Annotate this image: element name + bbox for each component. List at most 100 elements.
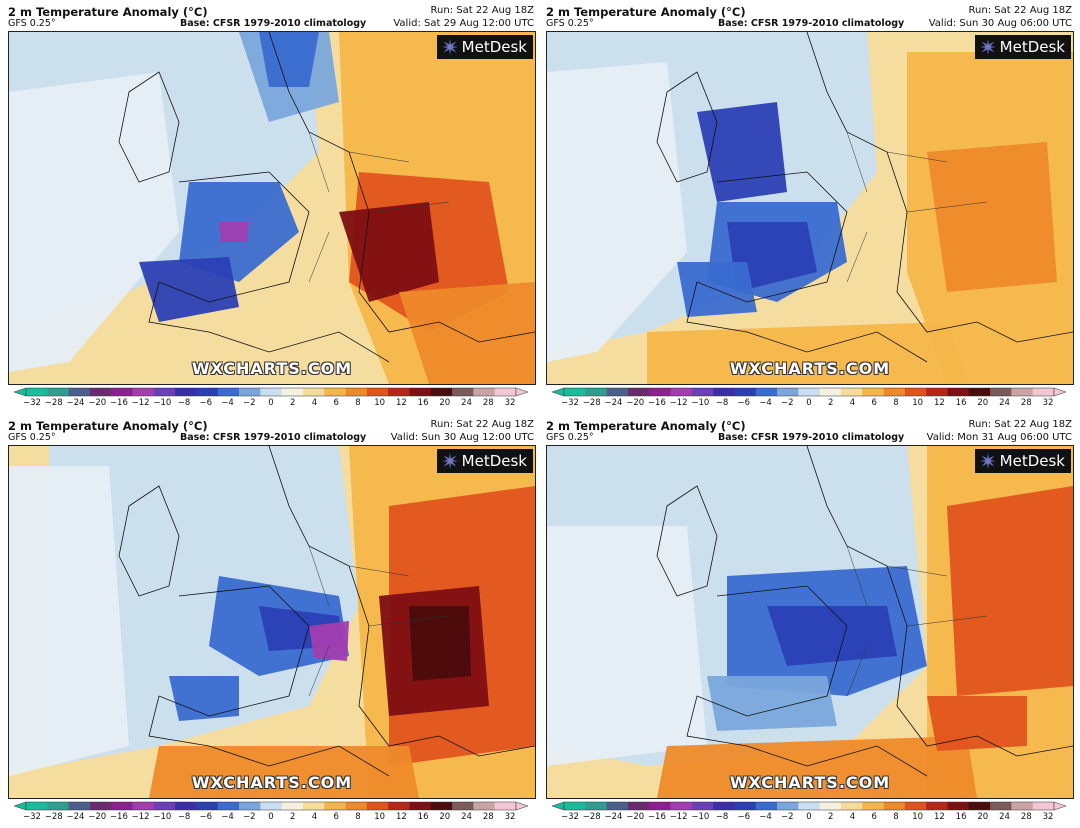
colorbar-tick-label: 2	[828, 398, 834, 408]
colorbar-tick-label: 24	[461, 398, 472, 408]
colorbar-swatch	[153, 388, 176, 396]
colorbar-tick-label: 4	[849, 812, 856, 822]
colorbar-swatch	[819, 802, 842, 810]
colorbar-tick-label: 32	[504, 812, 516, 822]
colorbar-swatch	[111, 802, 133, 810]
colorbar-swatch	[1032, 802, 1055, 810]
colorbar-swatch	[755, 802, 778, 810]
colorbar-tick-label: 8	[893, 812, 899, 822]
colorbar-tick-label: −28	[582, 398, 601, 408]
colorbar-swatch	[734, 802, 757, 810]
colorbar-tick-label: −24	[604, 398, 623, 408]
anomaly-region	[259, 32, 319, 87]
colorbar-tick-label: −10	[691, 398, 710, 408]
colorbar-ticks: −32 −28 −24 −20 −16 −12 −10 −8 −6 −4 −2 0 2 4 6 8 10 12 16…	[23, 812, 515, 824]
panel-title: 2 m Temperature Anomaly (°C)	[8, 5, 208, 19]
colorbar-swatch	[68, 388, 91, 396]
colorbar-swatch	[26, 388, 48, 396]
anomaly-region	[547, 62, 687, 362]
valid-label: Valid: Sat 29 Aug 12:00 UTC	[393, 18, 534, 29]
colorbar-tick-label: −4	[759, 812, 772, 822]
metdesk-logo: MetDesk	[974, 449, 1071, 473]
colorbar-swatches	[13, 387, 529, 397]
colorbar-tick-label: 24	[999, 812, 1010, 822]
colorbar-swatch	[627, 802, 650, 810]
base-label: Base: CFSR 1979-2010 climatology	[718, 432, 905, 443]
valid-label: Valid: Mon 31 Aug 06:00 UTC	[926, 432, 1072, 443]
colorbar-tick-label: 16	[955, 812, 967, 822]
colorbar-tick-label: 4	[311, 812, 318, 822]
colorbar-swatch	[713, 388, 735, 396]
colorbar-swatch	[798, 388, 821, 396]
anomaly-map: MetDesk WXCHARTS.COM	[8, 31, 536, 385]
run-label: Run: Sat 22 Aug 18Z	[968, 419, 1072, 430]
map-panel: 2 m Temperature Anomaly (°C) GFS 0.25° Bas…	[6, 418, 536, 828]
colorbar-tick-label: 28	[482, 398, 494, 408]
colorbar-swatch	[649, 802, 671, 810]
colorbar-tick-label: 10	[912, 398, 924, 408]
coastline	[268, 446, 535, 757]
colorbar-tick-label: −10	[153, 398, 172, 408]
anomaly-region	[9, 466, 129, 776]
colorbar-swatch	[755, 388, 778, 396]
map-panel: 2 m Temperature Anomaly (°C) GFS 0.25° Bas…	[544, 4, 1074, 414]
colorbar-tick-label: 24	[461, 812, 472, 822]
colorbar-tick-label: 24	[999, 398, 1010, 408]
colorbar-swatch	[691, 388, 714, 396]
colorbar-tick-label: 28	[482, 812, 494, 822]
colorbar-tick-label: 8	[893, 398, 899, 408]
colorbar-tick-label: 10	[374, 812, 386, 822]
anomaly-region	[767, 606, 897, 666]
colorbar-tick-label: 20	[439, 812, 451, 822]
valid-label: Valid: Sun 30 Aug 12:00 UTC	[390, 432, 534, 443]
colorbar-swatch	[798, 802, 821, 810]
colorbar-tick-label: 20	[977, 398, 989, 408]
run-label: Run: Sat 22 Aug 18Z	[430, 419, 534, 430]
colorbar-high-arrow	[515, 801, 529, 811]
colorbar-tick-label: −12	[669, 398, 688, 408]
colorbar-tick-label: −24	[66, 398, 85, 408]
colorbar-swatch	[585, 802, 607, 810]
colorbar-swatch	[1011, 802, 1034, 810]
colorbar-tick-label: −20	[88, 398, 107, 408]
colorbar-tick-label: −24	[604, 812, 623, 822]
colorbar-swatch	[132, 388, 155, 396]
colorbar-swatch	[777, 802, 799, 810]
metdesk-logo: MetDesk	[436, 35, 533, 59]
colorbar-swatch	[627, 388, 650, 396]
colorbar-swatch	[819, 388, 842, 396]
colorbar-swatch	[430, 802, 453, 810]
coastline	[806, 446, 1073, 757]
colorbar-tick-label: −12	[131, 398, 150, 408]
colorbar-swatch	[734, 388, 757, 396]
colorbar-tick-label: −28	[44, 812, 63, 822]
colorbar-swatch	[564, 388, 586, 396]
colorbar-swatch	[196, 802, 219, 810]
metdesk-logo: MetDesk	[974, 35, 1071, 59]
run-label: Run: Sat 22 Aug 18Z	[968, 5, 1072, 16]
colorbar-swatch	[926, 388, 948, 396]
model-label: GFS 0.25°	[8, 18, 56, 29]
colorbar-swatch	[1032, 388, 1055, 396]
metdesk-logo-icon	[979, 452, 996, 470]
colorbar-tick-label: 8	[355, 398, 361, 408]
colorbar-swatch	[777, 388, 799, 396]
metdesk-logo-icon	[441, 38, 458, 56]
watermark: WXCHARTS.COM	[191, 773, 353, 792]
anomaly-region	[169, 676, 239, 721]
colorbar-swatches	[13, 801, 529, 811]
model-label: GFS 0.25°	[546, 432, 594, 443]
coastline	[148, 171, 390, 363]
colorbar-tick-label: 2	[828, 812, 834, 822]
coastline	[656, 71, 718, 183]
colorbar-tick-label: 10	[912, 812, 924, 822]
panel-title: 2 m Temperature Anomaly (°C)	[8, 419, 208, 433]
anomaly-region	[9, 72, 179, 372]
colorbar-ticks: −32 −28 −24 −20 −16 −12 −10 −8 −6 −4 −2 0 2 4 6 8 10 12 16…	[561, 398, 1053, 410]
colorbar-tick-label: 6	[871, 812, 877, 822]
colorbar-tick-label: −2	[243, 398, 256, 408]
colorbar-swatch	[366, 388, 389, 396]
colorbar-tick-label: 12	[933, 812, 945, 822]
colorbar-tick-label: 16	[417, 398, 429, 408]
valid-label: Valid: Sun 30 Aug 06:00 UTC	[928, 18, 1072, 29]
